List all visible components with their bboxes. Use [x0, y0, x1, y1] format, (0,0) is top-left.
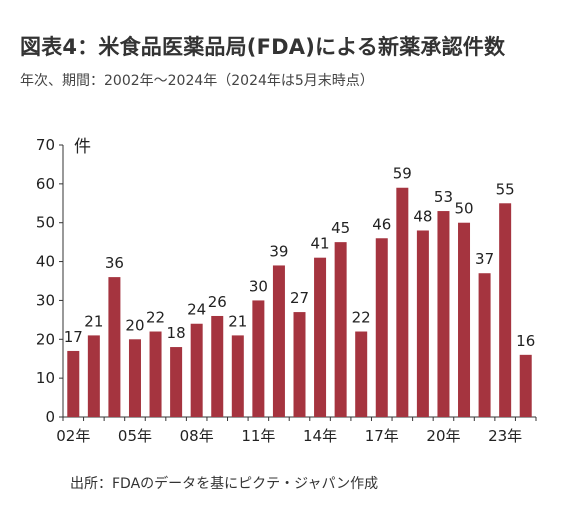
bar [355, 331, 368, 417]
bar [128, 339, 141, 417]
bar [396, 187, 409, 417]
data-label: 39 [269, 242, 288, 260]
y-tick-label: 0 [45, 408, 55, 426]
data-label: 30 [249, 277, 268, 295]
data-label: 22 [146, 309, 165, 327]
data-label: 55 [496, 180, 515, 198]
data-label: 20 [125, 316, 144, 334]
y-tick-label: 30 [36, 291, 55, 309]
bar [314, 257, 327, 417]
x-tick-label: 17年 [365, 427, 399, 445]
bar [293, 312, 306, 417]
data-label: 17 [64, 328, 83, 346]
bar [231, 335, 244, 417]
y-tick-label: 10 [36, 369, 55, 387]
data-label: 27 [290, 289, 309, 307]
y-tick-label: 50 [36, 214, 55, 232]
y-tick-label: 40 [36, 253, 55, 271]
x-tick-label: 08年 [180, 427, 214, 445]
x-tick-label: 11年 [241, 427, 275, 445]
bar [334, 242, 347, 417]
x-tick-label: 05年 [118, 427, 152, 445]
bar [272, 265, 285, 417]
data-label: 18 [167, 324, 186, 342]
bar [211, 315, 224, 417]
data-label: 45 [331, 219, 350, 237]
y-tick-label: 60 [36, 175, 55, 193]
y-axis-label: 件 [74, 137, 91, 157]
bar [437, 211, 450, 417]
bar [375, 238, 388, 417]
data-label: 21 [228, 312, 247, 330]
data-label: 22 [352, 309, 371, 327]
bar [149, 331, 162, 417]
bar [170, 347, 183, 417]
bar [416, 230, 429, 417]
bar [252, 300, 265, 417]
data-label: 50 [454, 200, 473, 218]
data-label: 48 [413, 207, 432, 225]
bar [458, 222, 471, 417]
data-label: 53 [434, 188, 453, 206]
data-label: 46 [372, 215, 391, 233]
bar [108, 277, 121, 417]
data-label: 21 [84, 312, 103, 330]
x-tick-label: 14年 [303, 427, 337, 445]
bar [190, 323, 203, 417]
chart-subtitle: 年次、期間：2002年〜2024年（2024年は5月末時点） [20, 73, 374, 89]
x-tick-label: 23年 [488, 427, 522, 445]
data-label: 36 [105, 254, 124, 272]
bar [87, 335, 100, 417]
y-tick-label: 70 [36, 136, 55, 154]
bar [478, 273, 491, 417]
y-tick-label: 20 [36, 330, 55, 348]
x-tick-label: 20年 [426, 427, 460, 445]
data-label: 59 [393, 165, 412, 183]
source-note: 出所：FDAのデータを基にピクテ・ジャパン作成 [70, 476, 379, 492]
x-tick-label: 02年 [56, 427, 90, 445]
data-label: 37 [475, 250, 494, 268]
data-label: 26 [208, 293, 227, 311]
data-label: 41 [311, 235, 330, 253]
bar [499, 203, 512, 417]
data-label: 24 [187, 301, 206, 319]
data-label: 16 [516, 332, 535, 350]
bar [67, 350, 80, 417]
chart-title: 図表4：米食品医薬品局(FDA)による新薬承認件数 [20, 35, 506, 59]
bar [519, 354, 532, 417]
